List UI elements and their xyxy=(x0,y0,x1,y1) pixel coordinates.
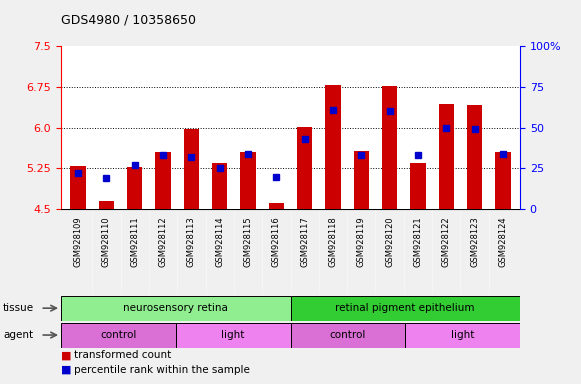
Text: neurosensory retina: neurosensory retina xyxy=(123,303,228,313)
Text: GSM928109: GSM928109 xyxy=(74,216,83,266)
Text: GSM928122: GSM928122 xyxy=(442,216,451,266)
Text: retinal pigment epithelium: retinal pigment epithelium xyxy=(335,303,475,313)
Bar xyxy=(495,152,511,209)
Text: GSM928114: GSM928114 xyxy=(215,216,224,266)
Text: GDS4980 / 10358650: GDS4980 / 10358650 xyxy=(61,14,196,27)
Bar xyxy=(70,166,86,209)
Bar xyxy=(127,167,142,209)
Text: GSM928113: GSM928113 xyxy=(187,216,196,267)
Text: GSM928111: GSM928111 xyxy=(130,216,139,266)
Text: GSM928112: GSM928112 xyxy=(159,216,167,266)
Text: light: light xyxy=(221,330,245,340)
Text: GSM928116: GSM928116 xyxy=(272,216,281,267)
Text: GSM928115: GSM928115 xyxy=(243,216,253,266)
Text: tissue: tissue xyxy=(3,303,34,313)
Text: ■: ■ xyxy=(61,365,71,375)
Text: ■: ■ xyxy=(61,350,71,360)
Bar xyxy=(297,127,313,209)
Text: agent: agent xyxy=(3,330,33,340)
Bar xyxy=(325,85,341,209)
Text: GSM928123: GSM928123 xyxy=(470,216,479,267)
Text: control: control xyxy=(329,330,366,340)
Bar xyxy=(268,203,284,209)
Bar xyxy=(290,296,520,321)
Text: light: light xyxy=(451,330,474,340)
Text: control: control xyxy=(100,330,137,340)
Bar xyxy=(155,152,171,209)
Bar xyxy=(467,105,482,209)
Bar xyxy=(175,323,290,348)
Text: GSM928121: GSM928121 xyxy=(414,216,422,266)
Bar xyxy=(212,163,227,209)
Bar xyxy=(290,323,406,348)
Bar xyxy=(240,152,256,209)
Text: GSM928110: GSM928110 xyxy=(102,216,111,266)
Text: GSM928117: GSM928117 xyxy=(300,216,309,267)
Bar xyxy=(99,201,114,209)
Text: GSM928120: GSM928120 xyxy=(385,216,394,266)
Bar xyxy=(61,323,175,348)
Text: percentile rank within the sample: percentile rank within the sample xyxy=(74,365,250,375)
Bar xyxy=(439,104,454,209)
Text: GSM928119: GSM928119 xyxy=(357,216,366,266)
Bar xyxy=(61,296,290,321)
Text: GSM928118: GSM928118 xyxy=(328,216,338,267)
Bar xyxy=(382,86,397,209)
Bar xyxy=(410,163,426,209)
Bar xyxy=(406,323,520,348)
Text: transformed count: transformed count xyxy=(74,350,171,360)
Bar xyxy=(354,151,369,209)
Bar xyxy=(184,129,199,209)
Text: GSM928124: GSM928124 xyxy=(498,216,507,266)
